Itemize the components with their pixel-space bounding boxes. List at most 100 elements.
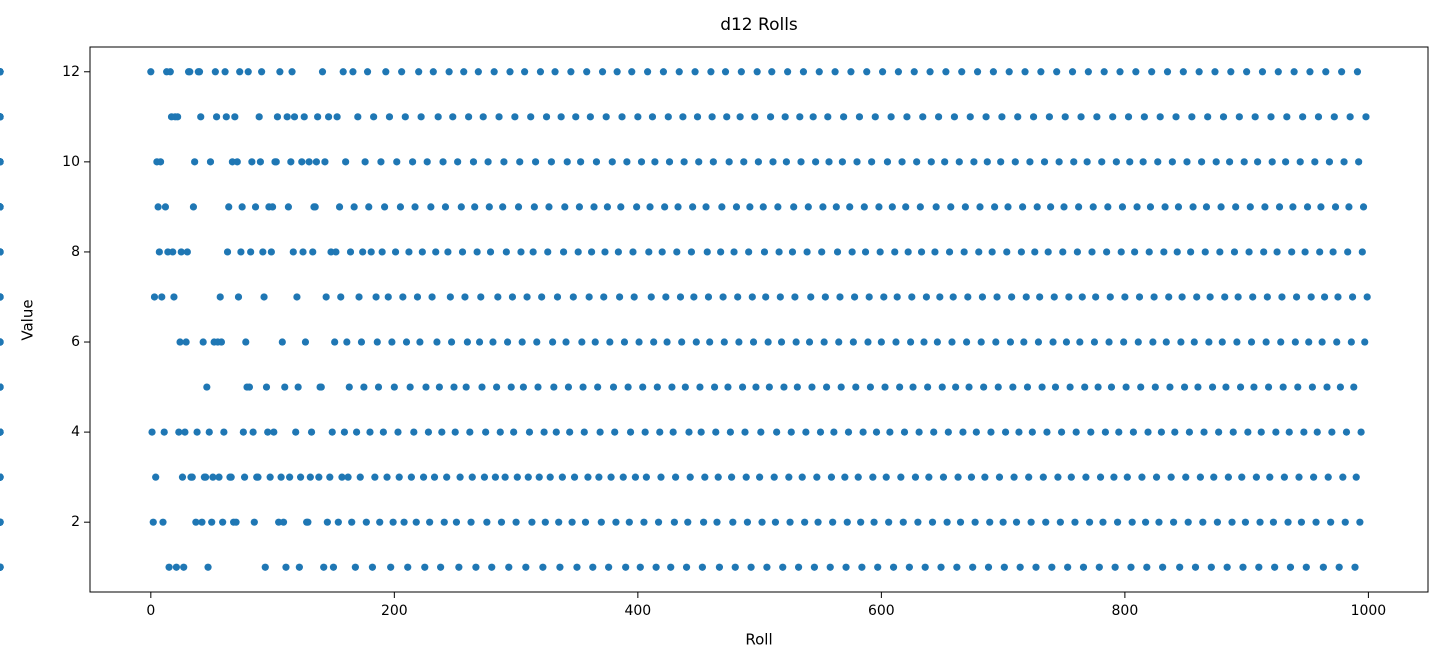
point — [426, 518, 434, 526]
point — [0, 113, 4, 121]
x-tick-label: 800 — [1112, 603, 1139, 619]
point — [634, 113, 642, 121]
point — [0, 158, 4, 166]
point — [799, 68, 808, 76]
point — [410, 428, 418, 436]
point — [460, 68, 468, 76]
point — [1353, 68, 1362, 76]
point — [623, 158, 631, 166]
point — [980, 383, 988, 391]
point — [869, 473, 877, 481]
point — [987, 428, 995, 436]
x-axis-label: Roll — [745, 631, 772, 649]
point — [820, 338, 828, 346]
point — [175, 428, 183, 436]
point — [0, 248, 4, 256]
point — [1239, 563, 1247, 571]
point — [405, 248, 413, 256]
point — [689, 203, 697, 211]
point — [898, 158, 906, 166]
point — [212, 113, 221, 121]
point — [193, 428, 201, 436]
point — [1294, 383, 1302, 391]
point — [877, 338, 885, 346]
point — [1199, 518, 1207, 526]
point — [893, 293, 901, 301]
point — [389, 518, 397, 526]
point — [427, 203, 435, 211]
point — [601, 248, 609, 256]
point — [174, 113, 182, 121]
point — [721, 68, 730, 76]
point — [1210, 473, 1218, 481]
point — [1141, 518, 1150, 526]
point — [1120, 338, 1128, 346]
point — [1347, 338, 1355, 346]
point — [1211, 68, 1219, 76]
point — [833, 248, 842, 256]
point — [964, 293, 972, 301]
point — [1014, 113, 1022, 121]
point — [1029, 113, 1038, 121]
point — [216, 293, 224, 301]
point — [784, 68, 792, 76]
point — [1232, 203, 1240, 211]
point — [1065, 293, 1073, 301]
point — [417, 113, 425, 121]
point — [402, 338, 411, 346]
point — [740, 158, 748, 166]
point — [814, 518, 822, 526]
point — [825, 158, 833, 166]
point — [790, 203, 798, 211]
point — [1075, 203, 1083, 211]
point — [802, 428, 810, 436]
point — [1333, 338, 1341, 346]
point — [822, 383, 831, 391]
point — [876, 248, 884, 256]
point — [915, 428, 923, 436]
point — [356, 473, 364, 481]
point — [242, 338, 250, 346]
point — [1267, 113, 1275, 121]
point — [1140, 113, 1148, 121]
point — [1113, 518, 1122, 526]
point — [300, 113, 308, 121]
point — [206, 158, 215, 166]
point — [521, 68, 529, 76]
point — [1264, 383, 1273, 391]
point — [701, 473, 709, 481]
point — [446, 293, 454, 301]
point — [1057, 428, 1066, 436]
point — [363, 68, 372, 76]
point — [1316, 248, 1324, 256]
point — [1163, 68, 1172, 76]
point — [1235, 113, 1243, 121]
point — [1341, 518, 1349, 526]
point — [709, 158, 717, 166]
point — [905, 563, 913, 571]
y-tick-label: 2 — [71, 514, 80, 530]
point — [1288, 248, 1296, 256]
point — [994, 383, 1002, 391]
point — [472, 563, 480, 571]
point — [334, 518, 342, 526]
point — [1282, 158, 1290, 166]
point — [1066, 383, 1074, 391]
point — [749, 338, 758, 346]
point — [161, 203, 170, 211]
point — [458, 248, 467, 256]
point — [1314, 113, 1323, 121]
point — [430, 473, 439, 481]
point — [148, 428, 156, 436]
point — [947, 203, 955, 211]
point — [885, 518, 893, 526]
point — [320, 563, 328, 571]
point — [774, 203, 782, 211]
point — [321, 158, 329, 166]
point — [513, 473, 521, 481]
point — [1200, 428, 1208, 436]
point — [294, 383, 302, 391]
point — [211, 68, 219, 76]
